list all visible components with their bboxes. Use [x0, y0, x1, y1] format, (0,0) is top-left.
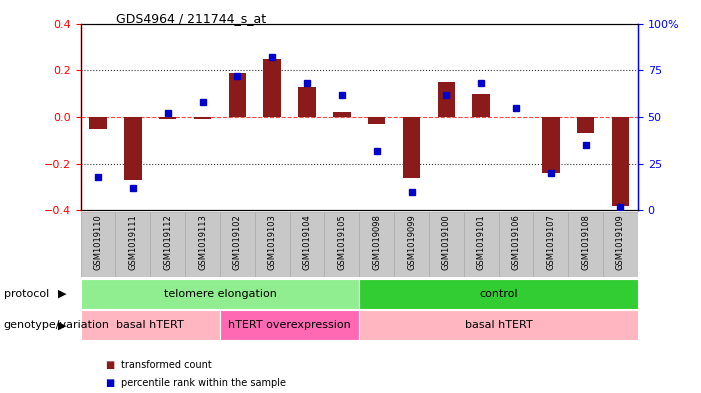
Text: basal hTERT: basal hTERT [465, 320, 533, 330]
Bar [220, 310, 359, 340]
Text: GSM1019108: GSM1019108 [581, 214, 590, 270]
Text: genotype/variation: genotype/variation [4, 320, 109, 330]
Text: GSM1019098: GSM1019098 [372, 214, 381, 270]
Text: hTERT overexpression: hTERT overexpression [229, 320, 351, 330]
Bar [89, 117, 107, 129]
Bar [403, 117, 420, 178]
Bar [159, 117, 177, 119]
Text: GSM1019113: GSM1019113 [198, 214, 207, 270]
Bar [81, 310, 220, 340]
Bar [185, 212, 220, 277]
Text: GSM1019112: GSM1019112 [163, 214, 172, 270]
Bar [359, 279, 638, 309]
Text: GSM1019099: GSM1019099 [407, 214, 416, 270]
Text: GSM1019103: GSM1019103 [268, 214, 277, 270]
Bar [368, 117, 386, 124]
Bar [124, 117, 142, 180]
Bar [81, 212, 116, 277]
Bar [577, 117, 594, 133]
Text: GSM1019101: GSM1019101 [477, 214, 486, 270]
Text: GSM1019102: GSM1019102 [233, 214, 242, 270]
Text: GSM1019105: GSM1019105 [337, 214, 346, 270]
Bar [603, 212, 638, 277]
Text: percentile rank within the sample: percentile rank within the sample [121, 378, 285, 388]
Text: GSM1019106: GSM1019106 [512, 214, 521, 270]
Text: ■: ■ [105, 360, 114, 371]
Bar [429, 212, 464, 277]
Text: ▶: ▶ [57, 289, 66, 299]
Text: GSM1019107: GSM1019107 [546, 214, 555, 270]
Bar [264, 59, 281, 117]
Bar [254, 212, 290, 277]
Text: GSM1019104: GSM1019104 [303, 214, 311, 270]
Text: GDS4964 / 211744_s_at: GDS4964 / 211744_s_at [116, 12, 266, 25]
Bar [612, 117, 629, 206]
Text: protocol: protocol [4, 289, 49, 299]
Text: ▶: ▶ [57, 320, 66, 330]
Bar [229, 73, 246, 117]
Text: ■: ■ [105, 378, 114, 388]
Bar [472, 94, 490, 117]
Text: basal hTERT: basal hTERT [116, 320, 184, 330]
Text: GSM1019109: GSM1019109 [616, 214, 625, 270]
Bar [359, 212, 394, 277]
Bar [569, 212, 603, 277]
Text: transformed count: transformed count [121, 360, 211, 371]
Text: GSM1019111: GSM1019111 [128, 214, 137, 270]
Bar [150, 212, 185, 277]
Bar [333, 112, 350, 117]
Text: GSM1019110: GSM1019110 [93, 214, 102, 270]
Bar [81, 279, 359, 309]
Bar [290, 212, 325, 277]
Bar [533, 212, 569, 277]
Bar [437, 82, 455, 117]
Bar [220, 212, 254, 277]
Bar [464, 212, 498, 277]
Bar [394, 212, 429, 277]
Bar [299, 86, 315, 117]
Bar [116, 212, 150, 277]
Text: GSM1019100: GSM1019100 [442, 214, 451, 270]
Bar [359, 310, 638, 340]
Bar [498, 212, 533, 277]
Text: control: control [479, 289, 518, 299]
Bar [193, 117, 211, 119]
Bar [542, 117, 559, 173]
Text: telomere elongation: telomere elongation [163, 289, 276, 299]
Bar [325, 212, 359, 277]
